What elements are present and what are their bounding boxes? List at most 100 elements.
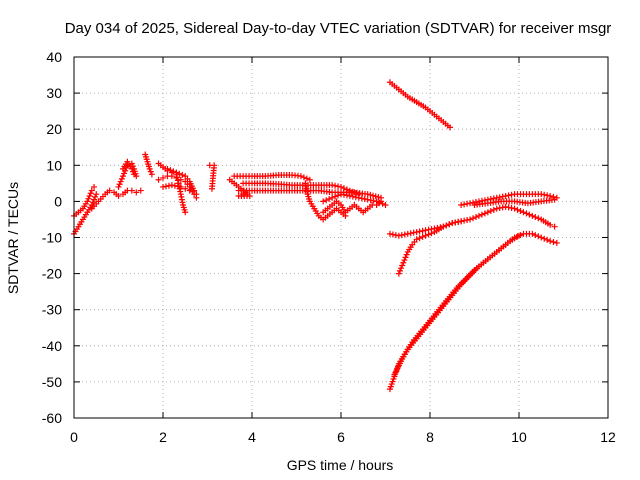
data-point xyxy=(520,209,527,216)
data-point xyxy=(401,231,408,238)
data-point xyxy=(499,204,506,211)
series-10 xyxy=(164,165,200,198)
series-11 xyxy=(206,162,218,192)
data-point xyxy=(364,196,371,203)
data-point xyxy=(297,173,304,180)
data-point xyxy=(446,221,453,228)
data-point xyxy=(496,194,503,201)
data-point xyxy=(544,192,551,199)
data-point xyxy=(447,124,454,131)
data-point xyxy=(452,219,459,226)
data-point xyxy=(128,187,135,194)
data-point xyxy=(92,193,99,200)
data-point xyxy=(191,187,198,194)
data-point xyxy=(505,204,512,211)
data-point xyxy=(401,257,408,264)
data-point xyxy=(303,175,310,182)
data-point xyxy=(403,251,410,258)
x-tick-label: 10 xyxy=(511,429,527,445)
grid-lines xyxy=(74,57,608,418)
data-point xyxy=(547,238,554,245)
data-point xyxy=(332,182,339,189)
data-point xyxy=(404,230,411,237)
data-point xyxy=(320,198,327,205)
data-point xyxy=(343,192,350,199)
data-point xyxy=(306,176,313,183)
data-point xyxy=(398,265,405,272)
data-point xyxy=(335,192,342,199)
data-point xyxy=(475,212,482,219)
y-tick-label: -30 xyxy=(42,302,62,318)
data-point xyxy=(547,192,554,199)
series-9 xyxy=(160,182,193,194)
data-point xyxy=(370,192,377,199)
y-tick-label: 20 xyxy=(46,121,62,137)
data-point xyxy=(440,223,447,230)
data-point xyxy=(419,233,426,240)
data-point xyxy=(349,193,356,200)
data-point xyxy=(425,231,432,238)
data-point xyxy=(85,195,92,202)
data-point xyxy=(395,232,402,239)
data-point xyxy=(193,191,200,198)
data-point xyxy=(422,227,429,234)
data-point xyxy=(372,193,379,200)
series-6 xyxy=(142,151,155,178)
data-point xyxy=(455,218,462,225)
y-tick-label: 30 xyxy=(46,85,62,101)
data-point xyxy=(464,200,471,207)
data-point xyxy=(400,259,407,266)
data-point xyxy=(481,210,488,217)
x-tick-label: 12 xyxy=(600,429,616,445)
data-point xyxy=(89,199,96,206)
data-point xyxy=(358,195,365,202)
series-17 xyxy=(320,198,385,216)
x-tick-label: 6 xyxy=(337,429,345,445)
data-point xyxy=(240,191,247,198)
data-point xyxy=(87,190,94,197)
data-point xyxy=(91,183,98,190)
data-point xyxy=(338,191,344,198)
data-point xyxy=(550,193,557,200)
data-point xyxy=(516,232,522,239)
data-point xyxy=(535,233,542,240)
data-point xyxy=(550,239,557,246)
data-point xyxy=(502,203,509,210)
data-point xyxy=(173,174,180,181)
data-point xyxy=(335,183,342,190)
data-point xyxy=(461,217,468,224)
data-point xyxy=(395,270,402,277)
data-point xyxy=(399,262,406,269)
data-point xyxy=(544,236,551,243)
data-point xyxy=(428,230,435,237)
data-point xyxy=(364,191,371,198)
data-point xyxy=(499,193,506,200)
data-point xyxy=(332,193,339,200)
data-point xyxy=(386,230,393,237)
data-point xyxy=(443,222,450,229)
data-point xyxy=(133,189,140,196)
series-4 xyxy=(115,160,140,190)
data-point xyxy=(160,174,166,181)
data-point xyxy=(177,176,184,183)
y-tick-label: -60 xyxy=(42,410,62,426)
data-point xyxy=(171,182,178,189)
data-point xyxy=(514,206,521,213)
data-point xyxy=(361,195,368,202)
data-point xyxy=(346,192,353,199)
data-point xyxy=(208,185,215,192)
data-point xyxy=(396,267,403,274)
data-point xyxy=(148,171,155,178)
series-24 xyxy=(386,230,560,393)
data-point xyxy=(115,183,122,190)
data-point xyxy=(84,198,91,205)
data-point xyxy=(155,176,162,183)
data-point xyxy=(367,197,374,204)
series-13 xyxy=(231,172,313,183)
data-point xyxy=(379,200,386,207)
data-point xyxy=(375,194,382,201)
data-point xyxy=(458,202,465,209)
data-point xyxy=(91,196,98,203)
data-point xyxy=(487,208,494,215)
